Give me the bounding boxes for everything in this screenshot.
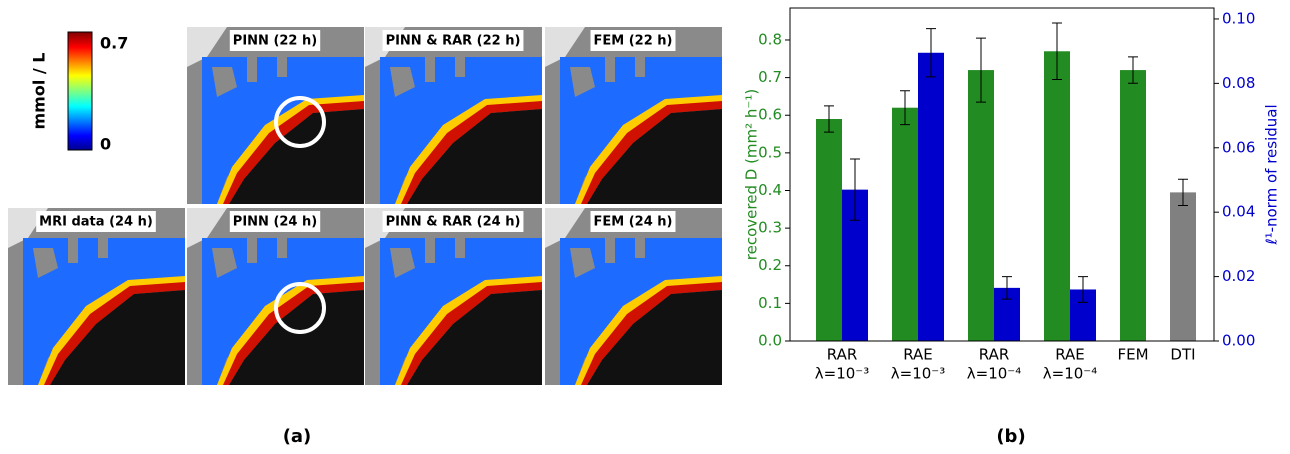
- error-bar: [850, 158, 860, 221]
- mri-panel: [187, 208, 364, 385]
- caption: (b): [996, 426, 1025, 447]
- label-box: [382, 211, 524, 232]
- y-tick-label: 0.5: [758, 143, 782, 161]
- y-tick-label: 0.0: [758, 332, 782, 350]
- bar: [968, 70, 994, 341]
- colorbar: 0.7 0 mmol / L: [30, 31, 128, 154]
- mri-panel: [545, 208, 722, 385]
- x-tick-label: FEM: [1117, 346, 1148, 364]
- label-box: [36, 211, 156, 232]
- y-axis-label: recovered D (mm² h⁻¹): [743, 89, 761, 260]
- error-bar: [1128, 56, 1138, 84]
- y-tick-label: 0.1: [758, 294, 782, 312]
- mri-panel: [365, 208, 542, 385]
- bar: [1170, 192, 1196, 341]
- bar: [918, 52, 944, 342]
- error-bar: [1178, 178, 1188, 207]
- error-bar: [1052, 22, 1062, 80]
- mri-panel: [365, 27, 542, 204]
- panel-label: FEM (22 h): [594, 34, 673, 49]
- x-tick-label: λ=10⁻⁴: [967, 365, 1021, 383]
- y-tick-label: 0.6: [758, 106, 782, 124]
- panel-label: PINN & RAR (24 h): [386, 215, 521, 230]
- x-tick-label: RAR: [827, 346, 858, 364]
- panel-label: PINN & RAR (22 h): [386, 34, 521, 49]
- y2-tick-label: 0.08: [1222, 74, 1255, 92]
- bar: [892, 107, 918, 342]
- panel-label: MRI data (24 h): [39, 215, 153, 230]
- bar: [1120, 70, 1146, 341]
- panel-label: PINN (22 h): [233, 34, 317, 49]
- panel-label: PINN (24 h): [233, 215, 317, 230]
- bar: [816, 119, 842, 341]
- x-tick-label: RAE: [903, 346, 933, 364]
- label-box: [590, 30, 676, 51]
- label-box: [382, 30, 524, 51]
- error-bar: [824, 105, 834, 133]
- x-tick-label: λ=10⁻⁴: [1043, 365, 1097, 383]
- y-tick-label: 0.4: [758, 181, 782, 199]
- y2-tick-label: 0.10: [1222, 9, 1255, 27]
- error-bar: [1002, 276, 1012, 300]
- y-tick-label: 0.2: [758, 256, 782, 274]
- highlight-circle: [274, 282, 326, 334]
- colorbar-tick: 0.7: [100, 34, 128, 53]
- x-tick-label: DTI: [1170, 346, 1195, 364]
- x-tick-label: RAR: [979, 346, 1010, 364]
- y-tick-label: 0.8: [758, 30, 782, 48]
- y2-tick-label: 0.06: [1222, 138, 1255, 156]
- colorbar-tick: 0: [100, 135, 111, 154]
- error-bar: [1078, 276, 1088, 303]
- panel-label: FEM (24 h): [594, 215, 673, 230]
- colorbar-scale: [67, 31, 93, 151]
- error-bar: [976, 37, 986, 103]
- bar: [1044, 51, 1070, 342]
- y-tick-label: 0.7: [758, 68, 782, 86]
- y2-tick-label: 0.04: [1222, 203, 1255, 221]
- panels: PINN (22 h) PINN & RAR (22 h) FEM (22 h) MR…: [8, 27, 722, 385]
- x-tick-label: λ=10⁻³: [815, 365, 869, 383]
- label-box: [229, 211, 321, 232]
- plot-frame: [789, 7, 1215, 342]
- error-bar: [926, 28, 936, 78]
- y2-axis-label: ℓ¹-norm of residual: [1263, 104, 1281, 245]
- y-tick-label: 0.3: [758, 219, 782, 237]
- error-bar: [900, 90, 910, 126]
- label-box: [590, 211, 676, 232]
- x-tick-label: RAE: [1055, 346, 1085, 364]
- y2-tick-label: 0.02: [1222, 267, 1255, 285]
- colorbar-label: mmol / L: [30, 53, 49, 130]
- x-tick-label: λ=10⁻³: [891, 365, 945, 383]
- mri-panel: [8, 208, 185, 385]
- caption: (a): [283, 426, 312, 447]
- label-box: [229, 30, 321, 51]
- mri-panel: [545, 27, 722, 204]
- highlight-circle: [274, 96, 326, 148]
- y2-tick-label: 0.00: [1222, 332, 1255, 350]
